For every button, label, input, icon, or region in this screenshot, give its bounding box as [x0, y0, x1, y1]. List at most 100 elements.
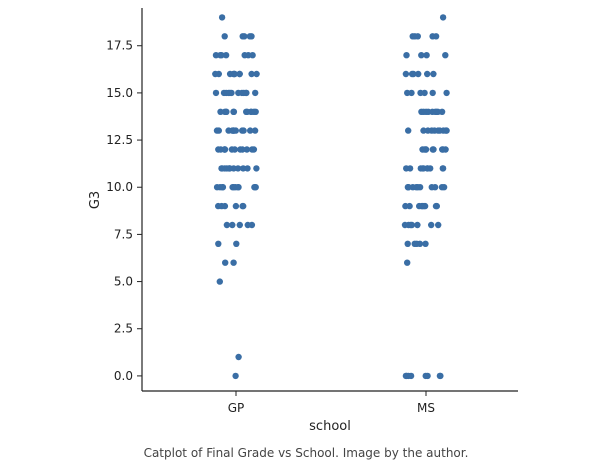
data-point: [239, 146, 246, 153]
data-point: [249, 52, 256, 59]
data-point: [438, 184, 446, 191]
data-point: [414, 33, 421, 40]
data-point: [430, 146, 437, 153]
data-point: [410, 70, 417, 78]
data-point: [218, 202, 225, 210]
data-point: [421, 89, 428, 97]
y-tick-label: 12.5: [106, 133, 133, 147]
data-point: [409, 184, 416, 191]
data-point: [221, 146, 228, 153]
data-point: [402, 372, 410, 380]
data-point: [228, 89, 235, 97]
data-point: [428, 221, 435, 229]
data-point: [420, 127, 427, 134]
data-point: [442, 52, 449, 59]
data-point: [424, 165, 431, 172]
data-point: [234, 184, 242, 191]
data-point: [232, 202, 240, 210]
data-point: [244, 165, 251, 172]
data-point: [416, 202, 423, 210]
data-point: [422, 372, 429, 380]
data-point: [420, 202, 428, 210]
data-point: [247, 127, 254, 134]
data-point: [429, 89, 436, 97]
y-tick-label: 17.5: [106, 39, 133, 53]
data-point: [439, 165, 446, 172]
data-point: [443, 89, 450, 97]
data-point: [218, 14, 226, 21]
data-point: [253, 165, 260, 172]
data-point: [218, 165, 225, 172]
data-point: [415, 70, 422, 78]
data-point: [240, 202, 247, 210]
data-point: [223, 108, 230, 116]
y-tick-label: 7.5: [114, 227, 133, 241]
y-axis: 0.0 2.5 5.0 7.5 10.0 12.5 15.0 17.5 G3: [88, 8, 143, 391]
data-point: [416, 240, 424, 247]
data-point: [406, 165, 414, 172]
data-point: [233, 240, 240, 247]
data-point: [423, 52, 430, 59]
data-point: [217, 108, 224, 116]
data-point: [248, 70, 255, 78]
data-point: [439, 14, 447, 21]
data-point: [437, 372, 444, 380]
data-point: [229, 184, 236, 191]
data-point: [213, 127, 221, 134]
data-point: [246, 33, 254, 40]
data-point: [442, 127, 450, 134]
data-point: [241, 52, 248, 59]
data-point: [403, 52, 410, 59]
data-point: [432, 202, 440, 210]
data-point: [230, 108, 237, 116]
data-point: [404, 259, 411, 266]
y-tick-label: 5.0: [114, 275, 133, 289]
points-layer: [212, 14, 450, 380]
data-point: [229, 221, 236, 229]
y-tick-label: 0.0: [114, 369, 133, 383]
data-point: [438, 108, 446, 116]
data-point: [239, 33, 246, 40]
data-point: [420, 108, 427, 116]
data-point: [235, 89, 242, 97]
data-point: [212, 52, 220, 59]
data-point: [215, 70, 222, 78]
data-point: [253, 70, 260, 78]
data-point: [251, 184, 259, 191]
x-axis-title: school: [309, 419, 351, 434]
data-point: [405, 127, 412, 134]
data-point: [404, 184, 412, 191]
data-point: [223, 89, 230, 97]
data-point: [411, 240, 418, 247]
data-point: [428, 127, 435, 134]
data-point: [239, 127, 246, 134]
data-point: [218, 52, 225, 59]
data-point: [432, 33, 440, 40]
data-point: [422, 240, 429, 247]
data-point: [232, 372, 239, 380]
data-point: [222, 259, 229, 266]
figure-caption: Catplot of Final Grade vs School. Image …: [143, 446, 469, 460]
data-point: [236, 221, 243, 229]
x-axis: GP MS school: [142, 390, 518, 434]
data-point: [235, 353, 242, 361]
y-tick-label: 2.5: [114, 322, 133, 336]
data-point: [223, 221, 231, 229]
catplot-chart: GP MS school 0.0 2.5 5.0 7.5 10.0 12.5 15.0 17.5…: [88, 8, 518, 434]
data-point: [236, 70, 243, 78]
data-point: [234, 165, 242, 172]
data-point: [252, 89, 259, 97]
data-point: [419, 165, 426, 172]
data-point: [230, 127, 237, 134]
y-axis-title: G3: [88, 191, 103, 209]
data-point: [244, 221, 251, 229]
data-point: [414, 221, 421, 229]
data-point: [432, 108, 439, 116]
y-tick-label: 15.0: [106, 86, 133, 100]
data-point: [225, 127, 232, 134]
data-point: [230, 259, 237, 266]
data-point: [424, 70, 431, 78]
data-point: [219, 184, 227, 191]
x-tick-label: GP: [228, 401, 245, 415]
x-tick-label: MS: [417, 401, 435, 415]
